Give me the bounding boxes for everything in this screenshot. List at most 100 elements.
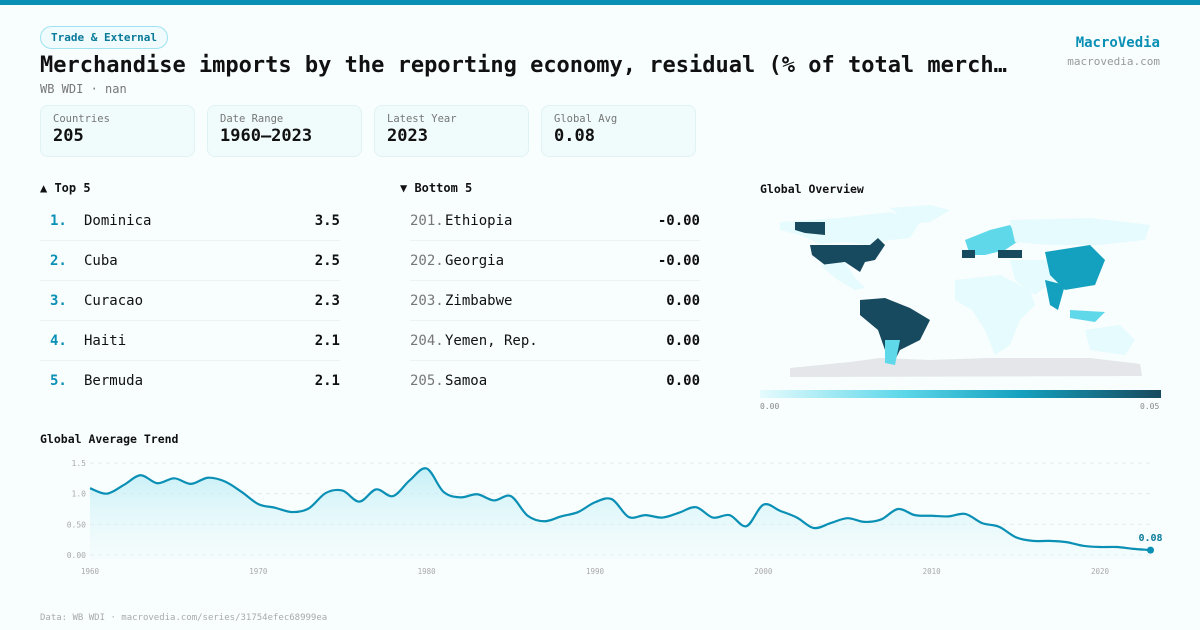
last-point-marker (1147, 546, 1154, 554)
page-title: Merchandise imports by the reporting eco… (40, 53, 1007, 78)
x-tick-label: 1960 (81, 567, 100, 576)
global-average-trend-chart: 0.00 0.50 1.0 1.5 1960 1970 1980 1990 2000 2010 20… (67, 459, 1163, 576)
list-item[interactable]: 203. Zimbabwe 0.00 (410, 281, 700, 321)
stats-cards: Countries 205 Date Range 1960–2023 Latest … (40, 105, 696, 157)
map-region-antarctica (790, 358, 1142, 377)
list-item[interactable]: 4. Haiti 2.1 (40, 321, 340, 361)
top5-list: 1. Dominica 3.5 2. Cuba 2.5 3. Curacao 2.3 4. Hait… (40, 201, 340, 401)
legend-max-label: 0.05 (1140, 402, 1160, 411)
country-value: -0.00 (657, 212, 700, 229)
rank: 204. (410, 332, 444, 349)
stat-label: Countries (53, 113, 110, 125)
stat-label: Latest Year (387, 113, 457, 125)
bottom5-heading: ▼ Bottom 5 (400, 181, 473, 195)
trend-area (90, 468, 1151, 559)
rank: 203. (410, 292, 444, 309)
rank: 5. (50, 373, 67, 389)
stat-card-latest-year: Latest Year 2023 (374, 105, 529, 157)
map-region-south-america (860, 298, 930, 360)
x-tick-label: 1990 (586, 567, 605, 576)
rank: 4. (50, 332, 67, 349)
country-name: Bermuda (84, 373, 144, 389)
list-item[interactable]: 204. Yemen, Rep. 0.00 (410, 321, 700, 361)
list-item[interactable]: 202. Georgia -0.00 (410, 241, 700, 281)
brand-logo[interactable]: MacroVedia (1075, 35, 1160, 51)
rank: 205. (410, 373, 444, 389)
world-choropleth-map[interactable] (760, 200, 1160, 380)
map-region-middle-east (1010, 260, 1055, 295)
country-name: Dominica (84, 212, 152, 229)
rank: 202. (410, 252, 444, 269)
x-tick-label: 2000 (754, 567, 773, 576)
x-tick-label: 2010 (923, 567, 942, 576)
country-name: Zimbabwe (445, 292, 513, 309)
trend-line (89, 467, 1151, 552)
trend-title: Global Average Trend (40, 432, 179, 446)
map-region-spain (962, 250, 975, 258)
stat-card-date-range: Date Range 1960–2023 (207, 105, 362, 157)
rank: 3. (50, 292, 67, 309)
stat-value: 205 (53, 126, 84, 146)
map-region-russia (1010, 218, 1150, 245)
list-item[interactable]: 3. Curacao 2.3 (40, 281, 340, 321)
country-value: 0.00 (666, 373, 700, 389)
page-subtitle: WB WDI · nan (40, 82, 127, 96)
country-value: 0.00 (666, 332, 700, 349)
list-item[interactable]: 205. Samoa 0.00 (410, 361, 700, 401)
map-title: Global Overview (760, 182, 864, 196)
x-tick-label: 2020 (1091, 567, 1110, 576)
map-region-turkey (998, 250, 1022, 258)
country-name: Yemen, Rep. (445, 332, 538, 349)
rank: 201. (410, 212, 444, 229)
country-value: 3.5 (314, 212, 340, 229)
country-name: Cuba (84, 252, 118, 269)
list-item[interactable]: 201. Ethiopia -0.00 (410, 201, 700, 241)
country-value: 2.3 (314, 292, 340, 309)
list-item[interactable]: 2. Cuba 2.5 (40, 241, 340, 281)
legend-min-label: 0.00 (760, 402, 780, 411)
country-name: Curacao (84, 292, 144, 309)
map-region-africa (955, 275, 1035, 355)
x-tick-label: 1970 (249, 567, 268, 576)
stat-value: 1960–2023 (220, 126, 313, 146)
country-name: Georgia (445, 252, 505, 269)
map-region-argentina (885, 340, 900, 365)
country-name: Samoa (445, 373, 488, 389)
country-value: 0.00 (666, 292, 700, 309)
rank: 2. (50, 252, 67, 269)
stat-value: 0.08 (554, 126, 595, 146)
bottom5-list: 201. Ethiopia -0.00 202. Georgia -0.00 203. Zim… (410, 201, 700, 401)
map-region-australia (1085, 325, 1135, 355)
map-region-china (1045, 245, 1105, 290)
footer-source: Data: WB WDI · macrovedia.com/series/317… (40, 613, 328, 623)
country-value: 2.1 (314, 332, 340, 349)
y-tick-label: 0.50 (67, 520, 86, 529)
stat-label: Global Avg (554, 113, 618, 125)
map-region-usa (810, 238, 885, 272)
map-region-alaska (795, 222, 825, 235)
list-item[interactable]: 1. Dominica 3.5 (40, 201, 340, 241)
top5-heading: ▲ Top 5 (40, 181, 91, 195)
map-region-southeast-asia (1070, 310, 1105, 322)
country-value: 2.5 (314, 252, 340, 269)
y-tick-label: 1.0 (72, 490, 87, 499)
brand-url[interactable]: macrovedia.com (1067, 55, 1160, 68)
x-tick-label: 1980 (418, 567, 437, 576)
y-tick-label: 0.00 (67, 551, 86, 560)
rank: 1. (50, 212, 67, 229)
map-region-greenland (890, 205, 950, 224)
last-value-label: 0.08 (1138, 533, 1162, 544)
list-item[interactable]: 5. Bermuda 2.1 (40, 361, 340, 401)
country-value: 2.1 (314, 373, 340, 389)
map-region-india (1045, 280, 1065, 310)
stat-value: 2023 (387, 126, 428, 146)
stat-label: Date Range (220, 113, 284, 125)
map-color-legend (760, 390, 1161, 398)
stat-card-global-avg: Global Avg 0.08 (541, 105, 696, 157)
y-tick-label: 1.5 (72, 459, 87, 468)
map-region-mexico (820, 262, 865, 290)
stat-card-countries: Countries 205 (40, 105, 195, 157)
category-badge[interactable]: Trade & External (40, 26, 168, 49)
country-name: Ethiopia (445, 212, 513, 229)
map-region-canada (780, 212, 920, 245)
